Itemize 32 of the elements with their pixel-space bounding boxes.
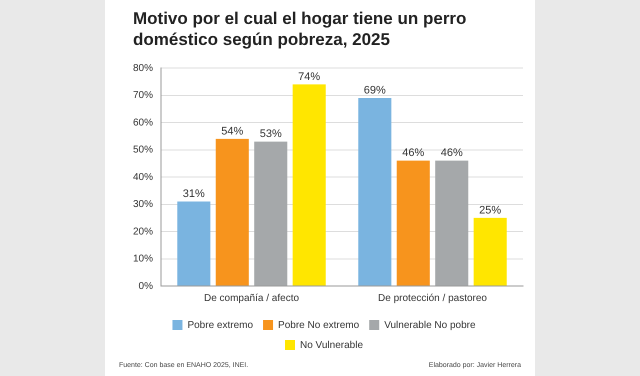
data-label: 74%: [298, 70, 320, 83]
data-label: 46%: [440, 147, 463, 160]
y-tick-label: 80%: [133, 62, 154, 74]
bar: [292, 84, 326, 286]
y-tick-label: 40%: [133, 172, 154, 183]
legend-label: Pobre No extremo: [278, 320, 360, 331]
chart-title: Motivo por el cual el hogar tiene un perro doméstico según pobreza, 2025: [133, 8, 468, 50]
legend-label: Pobre extremo: [187, 320, 254, 331]
bar: [254, 142, 288, 286]
data-label: 69%: [364, 84, 386, 97]
legend-label: Vulnerable No pobre: [384, 320, 476, 331]
y-tick-label: 30%: [133, 199, 154, 210]
data-label: 31%: [182, 188, 206, 200]
data-label: 25%: [479, 204, 502, 216]
y-tick-label: 10%: [133, 254, 154, 264]
data-label: 53%: [260, 128, 282, 140]
data-label: 46%: [402, 147, 424, 160]
y-tick-label: 20%: [133, 226, 154, 238]
data-label: 54%: [221, 125, 244, 138]
legend-label: No Vulnerable: [300, 340, 364, 351]
bar: [396, 160, 430, 286]
bar: [216, 138, 249, 286]
x-tick-label: De protección / pastoreo: [378, 292, 488, 304]
bar: [177, 202, 210, 286]
bar: [474, 218, 507, 286]
y-tick-label: 70%: [133, 90, 154, 101]
y-tick-label: 50%: [133, 144, 154, 156]
x-tick-label: De compañía / afecto: [204, 292, 300, 304]
y-tick-label: 60%: [133, 117, 154, 128]
y-tick-label: 0%: [138, 280, 154, 292]
bar: [435, 160, 468, 286]
bar: [358, 98, 392, 286]
